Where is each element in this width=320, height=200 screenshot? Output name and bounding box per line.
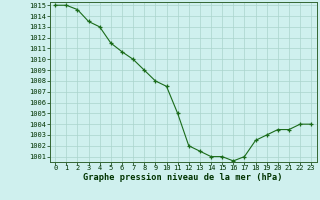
X-axis label: Graphe pression niveau de la mer (hPa): Graphe pression niveau de la mer (hPa) — [84, 173, 283, 182]
